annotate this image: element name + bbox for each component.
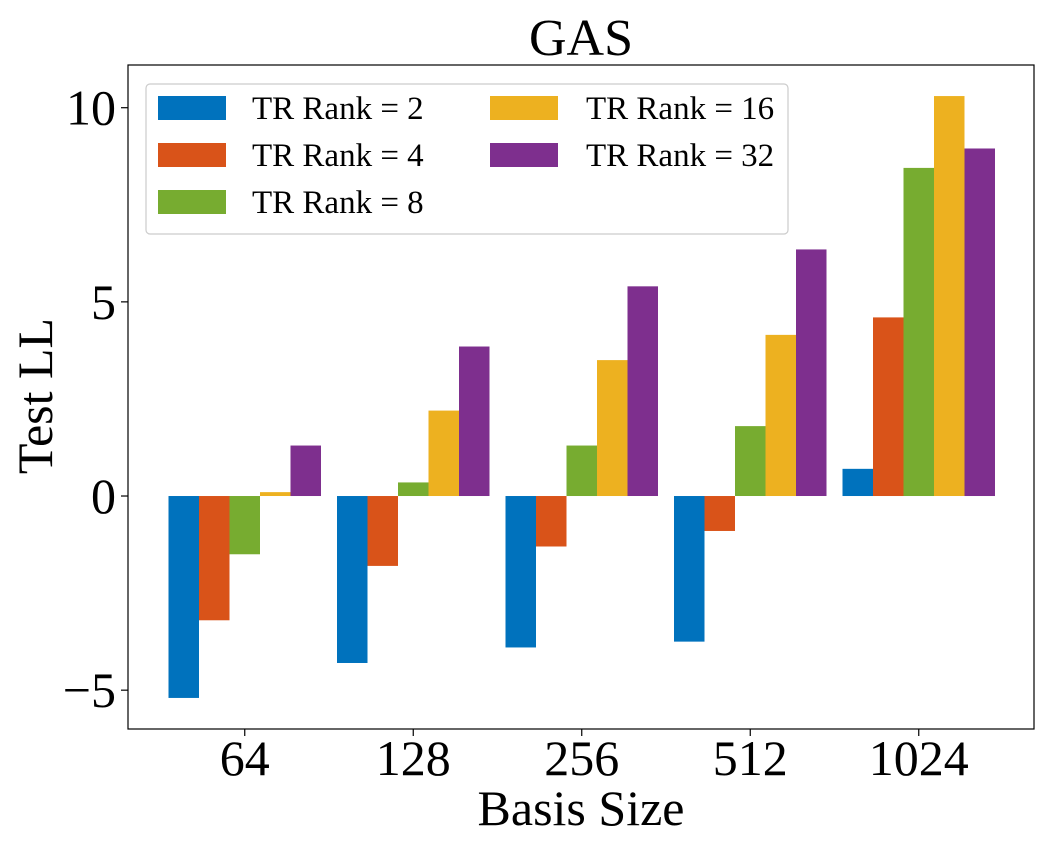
bars-group: [168, 96, 995, 698]
bar-tr-rank-8-256: [566, 445, 597, 497]
legend-label: TR Rank = 32: [586, 138, 774, 174]
legend-label: TR Rank = 4: [252, 138, 424, 174]
legend-label: TR Rank = 8: [252, 185, 424, 221]
plot-frame: [127, 64, 1035, 730]
y-axis-label: Test LL: [7, 318, 63, 474]
bar-tr-rank-4-1024: [873, 317, 904, 497]
bar-tr-rank-32-256: [627, 286, 658, 497]
bar-tr-rank-8-1024: [903, 167, 934, 497]
legend-swatch: [158, 143, 226, 167]
legend-label: TR Rank = 2: [252, 91, 424, 127]
y-tick-label: −5: [63, 662, 116, 718]
bar-tr-rank-8-512: [735, 426, 766, 497]
bar-tr-rank-16-256: [597, 360, 628, 497]
legend-label: TR Rank = 16: [586, 91, 774, 127]
legend: TR Rank = 2 TR Rank = 4 TR Rank = 8 TR Rank…: [145, 83, 789, 235]
legend-swatch: [490, 96, 558, 120]
bar-tr-rank-2-64: [168, 496, 199, 698]
bar-tr-rank-16-128: [428, 410, 459, 497]
legend-swatch: [158, 96, 226, 120]
bar-tr-rank-2-128: [337, 496, 368, 663]
x-axis-label: Basis Size: [478, 780, 685, 836]
bar-tr-rank-4-256: [536, 496, 567, 547]
bar-tr-rank-32-1024: [964, 148, 995, 497]
y-axis-ticks: 10 5 0 −5: [63, 80, 128, 718]
bar-tr-rank-16-512: [765, 334, 796, 497]
legend-swatch: [158, 190, 226, 214]
y-tick-label: 5: [91, 274, 116, 330]
x-tick-label: 512: [713, 730, 788, 786]
bar-tr-rank-16-64: [260, 492, 291, 497]
x-tick-label: 64: [220, 730, 270, 786]
x-tick-label: 128: [376, 730, 451, 786]
y-tick-label: 0: [91, 468, 116, 524]
y-tick-label: 10: [66, 80, 116, 136]
bar-tr-rank-8-64: [229, 496, 260, 555]
bar-tr-rank-32-512: [796, 249, 827, 497]
bar-tr-rank-32-64: [290, 445, 321, 497]
bar-tr-rank-2-256: [505, 496, 536, 648]
x-tick-label: 256: [544, 730, 619, 786]
chart-title: GAS: [529, 10, 633, 67]
bar-tr-rank-2-1024: [842, 468, 873, 497]
bar-tr-rank-4-512: [704, 496, 735, 531]
x-axis-ticks: 64 128 256 512 1024: [220, 729, 969, 786]
x-tick-label: 1024: [869, 730, 969, 786]
bar-tr-rank-32-128: [459, 346, 490, 497]
legend-swatch: [490, 143, 558, 167]
bar-tr-rank-2-512: [674, 496, 705, 642]
bar-tr-rank-8-128: [398, 482, 429, 497]
bar-tr-rank-4-128: [367, 496, 398, 566]
bar-tr-rank-4-64: [199, 496, 230, 621]
bar-tr-rank-16-1024: [934, 96, 965, 497]
legend-box: [145, 83, 789, 235]
